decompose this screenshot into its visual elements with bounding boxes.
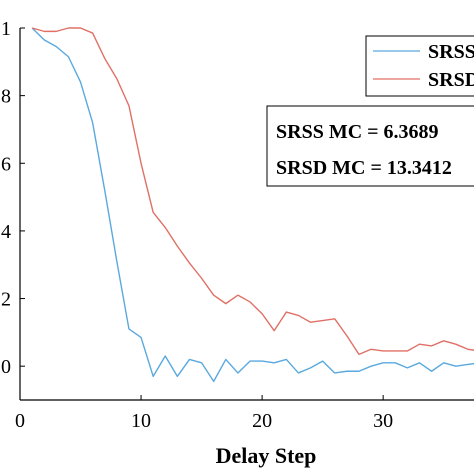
x-tick-label: 0 xyxy=(15,410,25,432)
legend-label-srss: SRSS xyxy=(428,41,474,63)
plot-layer xyxy=(31,27,474,383)
x-axis-label: Delay Step xyxy=(216,443,317,468)
annotation-frame xyxy=(266,105,474,187)
legend: SRSS SRSD xyxy=(365,35,474,97)
annotation-box: SRSS MC = 6.3689 SRSD MC = 13.3412 xyxy=(266,105,474,187)
y-tick-label: .8 xyxy=(0,86,11,108)
y-tick-label: 0 xyxy=(1,356,11,378)
legend-box xyxy=(365,35,474,97)
y-tick-label: .6 xyxy=(0,153,11,175)
x-tick-label: 20 xyxy=(252,410,272,432)
y-tick-label: .2 xyxy=(0,289,11,311)
y-tick-label: 1 xyxy=(1,18,11,40)
legend-label-srsd: SRSD xyxy=(428,69,474,91)
series-line-srsd xyxy=(31,27,474,356)
ticks-layer: 0 10 20 30 0 .2 .4 .6 .8 1 xyxy=(0,18,393,432)
series-line-srss xyxy=(31,27,474,383)
x-tick-label: 10 xyxy=(131,410,151,432)
y-tick-label: .4 xyxy=(0,221,11,243)
annotation-srsd-mc: SRSD MC = 13.3412 xyxy=(276,157,452,179)
axes-layer xyxy=(19,28,474,401)
annotation-srss-mc: SRSS MC = 6.3689 xyxy=(276,121,439,143)
x-tick-label: 30 xyxy=(373,410,393,432)
